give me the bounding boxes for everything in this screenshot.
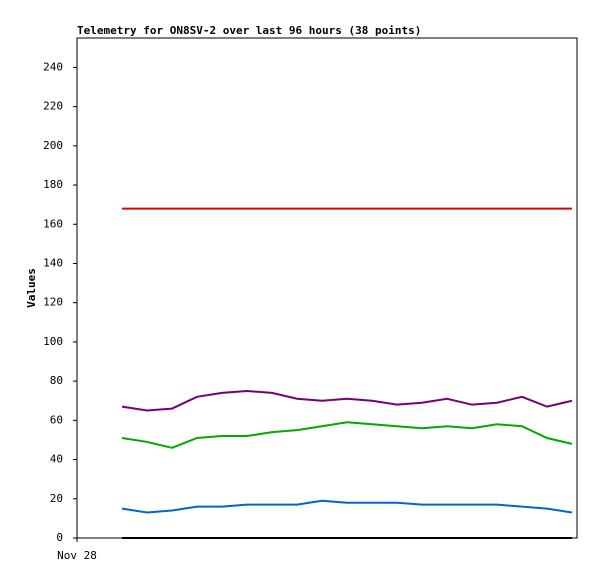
y-tick-label: 180 (43, 178, 63, 191)
y-tick-label: 60 (50, 413, 63, 426)
y-tick-label: 140 (43, 256, 63, 269)
y-tick-label: 100 (43, 335, 63, 348)
y-tick-label: 120 (43, 296, 63, 309)
x-tick-label: Nov 28 (57, 549, 97, 562)
series-line (121, 421, 573, 449)
y-axis-label: Values (25, 268, 38, 308)
y-tick-label: 0 (56, 531, 63, 544)
series-line (121, 389, 573, 412)
plot-frame (76, 37, 578, 539)
y-tick-label: 80 (50, 374, 63, 387)
y-tick-label: 220 (43, 100, 63, 113)
y-tick-label: 20 (50, 492, 63, 505)
series-line (121, 499, 573, 514)
y-tick-label: 40 (50, 453, 63, 466)
y-tick-label: 240 (43, 60, 63, 73)
y-tick-label: 160 (43, 217, 63, 230)
y-tick-label: 200 (43, 139, 63, 152)
chart-title: Telemetry for ON8SV-2 over last 96 hours… (77, 24, 421, 37)
